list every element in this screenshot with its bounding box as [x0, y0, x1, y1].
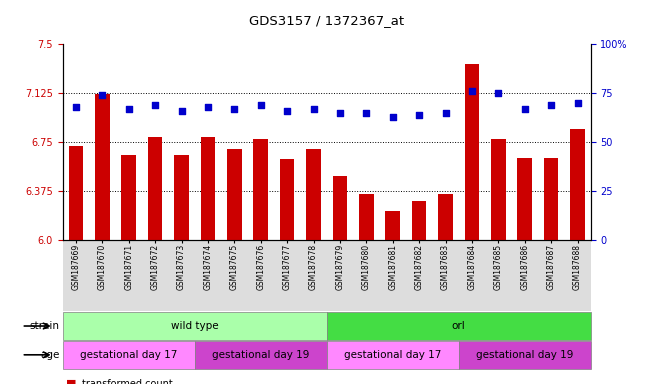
Text: wild type: wild type — [171, 321, 218, 331]
Bar — [306, 149, 321, 384]
Bar — [95, 94, 110, 384]
Bar — [544, 158, 558, 384]
Bar — [253, 139, 268, 384]
Point — [467, 88, 477, 94]
Point — [519, 106, 530, 112]
Bar — [465, 64, 479, 384]
Point — [97, 92, 108, 98]
Bar — [227, 149, 242, 384]
Point — [572, 100, 583, 106]
Bar — [491, 139, 506, 384]
Point — [71, 104, 81, 110]
Bar — [385, 211, 400, 384]
Bar — [69, 146, 83, 384]
Point — [493, 90, 504, 96]
Text: gestational day 17: gestational day 17 — [80, 350, 178, 360]
Text: GDS3157 / 1372367_at: GDS3157 / 1372367_at — [249, 14, 405, 27]
Bar — [517, 158, 532, 384]
Bar — [148, 137, 162, 384]
Point — [255, 102, 266, 108]
Bar — [438, 194, 453, 384]
Text: gestational day 19: gestational day 19 — [212, 350, 310, 360]
Point — [203, 104, 213, 110]
Bar — [412, 201, 426, 384]
Text: age: age — [40, 350, 59, 360]
Point — [176, 108, 187, 114]
Text: strain: strain — [30, 321, 59, 331]
Text: gestational day 19: gestational day 19 — [476, 350, 574, 360]
Bar — [570, 129, 585, 384]
Bar — [359, 194, 374, 384]
Point — [150, 102, 160, 108]
Point — [308, 106, 319, 112]
Point — [282, 108, 292, 114]
Bar — [201, 137, 215, 384]
Text: orl: orl — [452, 321, 465, 331]
Text: gestational day 17: gestational day 17 — [344, 350, 442, 360]
Point — [440, 109, 451, 116]
Bar — [280, 159, 294, 384]
Point — [387, 114, 398, 120]
Text: transformed count: transformed count — [82, 379, 173, 384]
Point — [361, 109, 372, 116]
Point — [335, 109, 345, 116]
Point — [546, 102, 556, 108]
Bar — [121, 155, 136, 384]
Bar — [174, 155, 189, 384]
Text: ■: ■ — [66, 379, 77, 384]
Bar — [333, 176, 347, 384]
Point — [229, 106, 240, 112]
Point — [414, 112, 424, 118]
Point — [123, 106, 134, 112]
